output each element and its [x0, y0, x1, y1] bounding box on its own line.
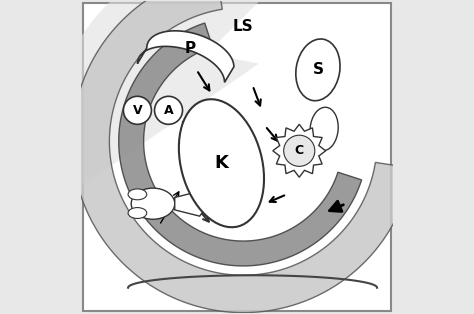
Text: LS: LS: [233, 19, 254, 34]
FancyBboxPatch shape: [83, 3, 391, 311]
Text: A: A: [164, 104, 173, 117]
Ellipse shape: [296, 39, 340, 101]
Text: V: V: [133, 104, 142, 117]
Ellipse shape: [128, 208, 147, 219]
Ellipse shape: [131, 188, 175, 219]
Polygon shape: [137, 31, 234, 82]
Polygon shape: [50, 0, 303, 201]
Polygon shape: [118, 23, 362, 266]
Ellipse shape: [128, 189, 147, 200]
Text: P: P: [185, 41, 196, 56]
Text: C: C: [295, 144, 304, 157]
Circle shape: [123, 96, 151, 124]
Polygon shape: [72, 0, 412, 313]
Ellipse shape: [179, 99, 264, 227]
Polygon shape: [175, 191, 209, 216]
Polygon shape: [273, 124, 326, 177]
Circle shape: [283, 135, 315, 166]
Ellipse shape: [310, 107, 338, 151]
Text: K: K: [215, 154, 228, 172]
Circle shape: [155, 96, 182, 124]
Text: S: S: [312, 62, 323, 77]
